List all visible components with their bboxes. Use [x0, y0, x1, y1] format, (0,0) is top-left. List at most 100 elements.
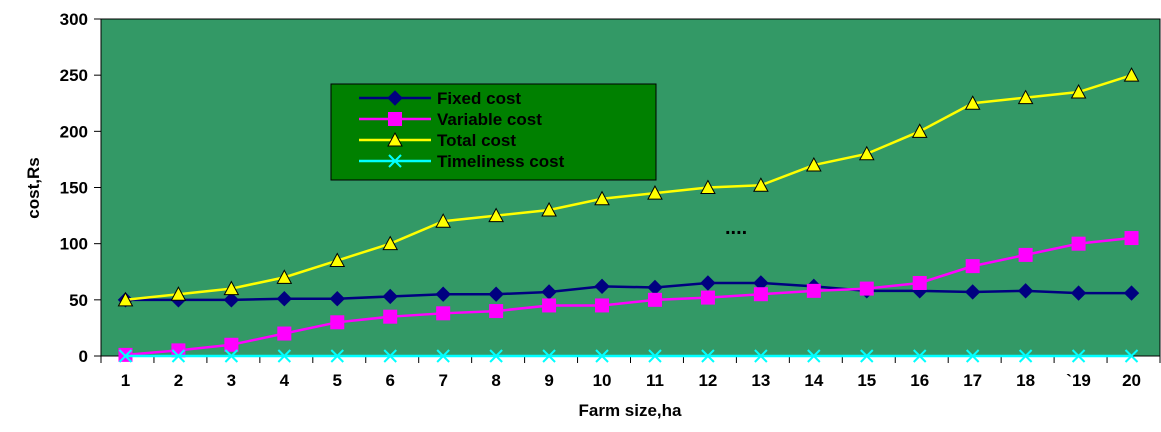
x-marker-stroke — [542, 349, 556, 363]
legend-label: Fixed cost — [437, 89, 521, 108]
square-marker — [595, 298, 610, 313]
y-axis-title: cost,Rs — [24, 157, 43, 218]
diamond-marker — [387, 90, 403, 106]
square-marker — [277, 326, 292, 341]
legend-item-variable-cost: Variable cost — [359, 110, 542, 129]
x-marker-stroke — [436, 349, 450, 363]
x-marker-stroke — [171, 349, 186, 363]
x-marker — [224, 349, 239, 363]
triangle-marker — [647, 185, 663, 200]
triangle-marker — [964, 95, 981, 110]
square-marker — [806, 283, 821, 298]
y-tick-label: 150 — [60, 179, 88, 198]
square-marker — [1018, 247, 1033, 262]
x-marker — [965, 349, 980, 363]
x-marker — [383, 349, 397, 363]
square-marker — [1071, 236, 1086, 251]
x-tick-label: 7 — [438, 371, 447, 390]
x-axis-title: Farm size,ha — [579, 401, 683, 420]
y-tick-label: 50 — [69, 291, 88, 310]
triangle-marker — [1017, 89, 1034, 105]
legend-item-timeliness-cost: Timeliness cost — [359, 152, 565, 171]
x-marker-stroke — [1071, 349, 1086, 363]
x-marker-stroke — [754, 349, 768, 363]
x-tick-label: 3 — [227, 371, 236, 390]
square-marker — [489, 304, 504, 319]
y-tick-label: 0 — [79, 347, 88, 366]
square-marker — [330, 315, 345, 330]
x-marker — [860, 349, 874, 363]
diamond-marker — [1017, 283, 1034, 299]
x-marker — [542, 349, 556, 363]
legend-item-fixed-cost: Fixed cost — [359, 89, 521, 108]
legend-label: Total cost — [437, 131, 516, 150]
square-marker — [965, 259, 980, 274]
x-marker-stroke — [701, 349, 715, 363]
x-marker — [1124, 349, 1139, 363]
square-marker — [224, 337, 239, 352]
x-marker-stroke — [224, 349, 239, 363]
x-tick-label: 20 — [1122, 371, 1141, 390]
triangle-marker — [223, 280, 240, 296]
diamond-marker — [382, 288, 398, 305]
x-marker — [277, 349, 292, 363]
series-line-total-cost — [125, 73, 1132, 302]
legend-label: Timeliness cost — [437, 152, 565, 171]
series-line-variable-cost — [125, 236, 1132, 357]
square-marker — [542, 298, 557, 313]
triangle-marker — [911, 123, 928, 138]
x-marker-stroke — [489, 349, 503, 363]
triangle-marker — [858, 145, 875, 161]
square-marker — [436, 306, 451, 321]
square-marker — [1124, 231, 1139, 246]
x-marker — [701, 349, 715, 363]
x-marker — [489, 349, 503, 363]
annotation-dots: .... — [725, 217, 747, 239]
legend: Fixed cost Variable cost Total cost Timelin… — [330, 83, 657, 181]
triangle-marker — [387, 131, 403, 147]
diamond-marker — [223, 292, 240, 308]
x-marker — [171, 349, 186, 363]
x-marker — [807, 349, 821, 363]
x-marker-stroke — [913, 349, 927, 363]
x-tick-label: 17 — [963, 371, 982, 390]
triangle-marker — [753, 177, 769, 192]
x-tick-label: 2 — [174, 371, 183, 390]
square-marker — [912, 275, 927, 290]
legend-box — [330, 83, 657, 181]
x-tick-label: 4 — [280, 371, 290, 390]
y-tick-label: 200 — [60, 122, 88, 141]
x-marker-stroke — [388, 154, 402, 168]
x-marker — [595, 349, 609, 363]
x-tick-label: 1 — [121, 371, 130, 390]
x-tick-label: 13 — [751, 371, 770, 390]
series-variable-cost — [118, 231, 1139, 362]
triangle-marker — [329, 252, 346, 268]
x-marker-stroke — [595, 349, 609, 363]
diamond-marker — [700, 275, 716, 291]
triangle-marker — [382, 235, 399, 251]
triangle-marker — [1070, 83, 1087, 99]
triangle-marker — [435, 213, 452, 228]
triangle-marker — [117, 291, 134, 307]
x-marker — [648, 349, 662, 363]
x-marker-stroke — [330, 349, 344, 363]
triangle-marker — [1123, 67, 1140, 82]
legend-label: Variable cost — [437, 110, 542, 129]
diamond-marker — [276, 291, 293, 307]
diamond-marker — [964, 284, 981, 300]
triangle-marker — [594, 190, 610, 206]
triangle-marker — [541, 201, 557, 217]
x-marker — [330, 349, 344, 363]
diamond-marker — [1070, 285, 1087, 301]
x-marker-stroke — [1018, 349, 1033, 363]
diamond-marker — [329, 291, 345, 307]
series-line-fixed-cost — [125, 281, 1132, 302]
x-marker — [436, 349, 450, 363]
x-marker-stroke — [277, 349, 292, 363]
x-marker — [1018, 349, 1033, 363]
y-tick-label: 250 — [60, 66, 88, 85]
x-marker — [913, 349, 927, 363]
